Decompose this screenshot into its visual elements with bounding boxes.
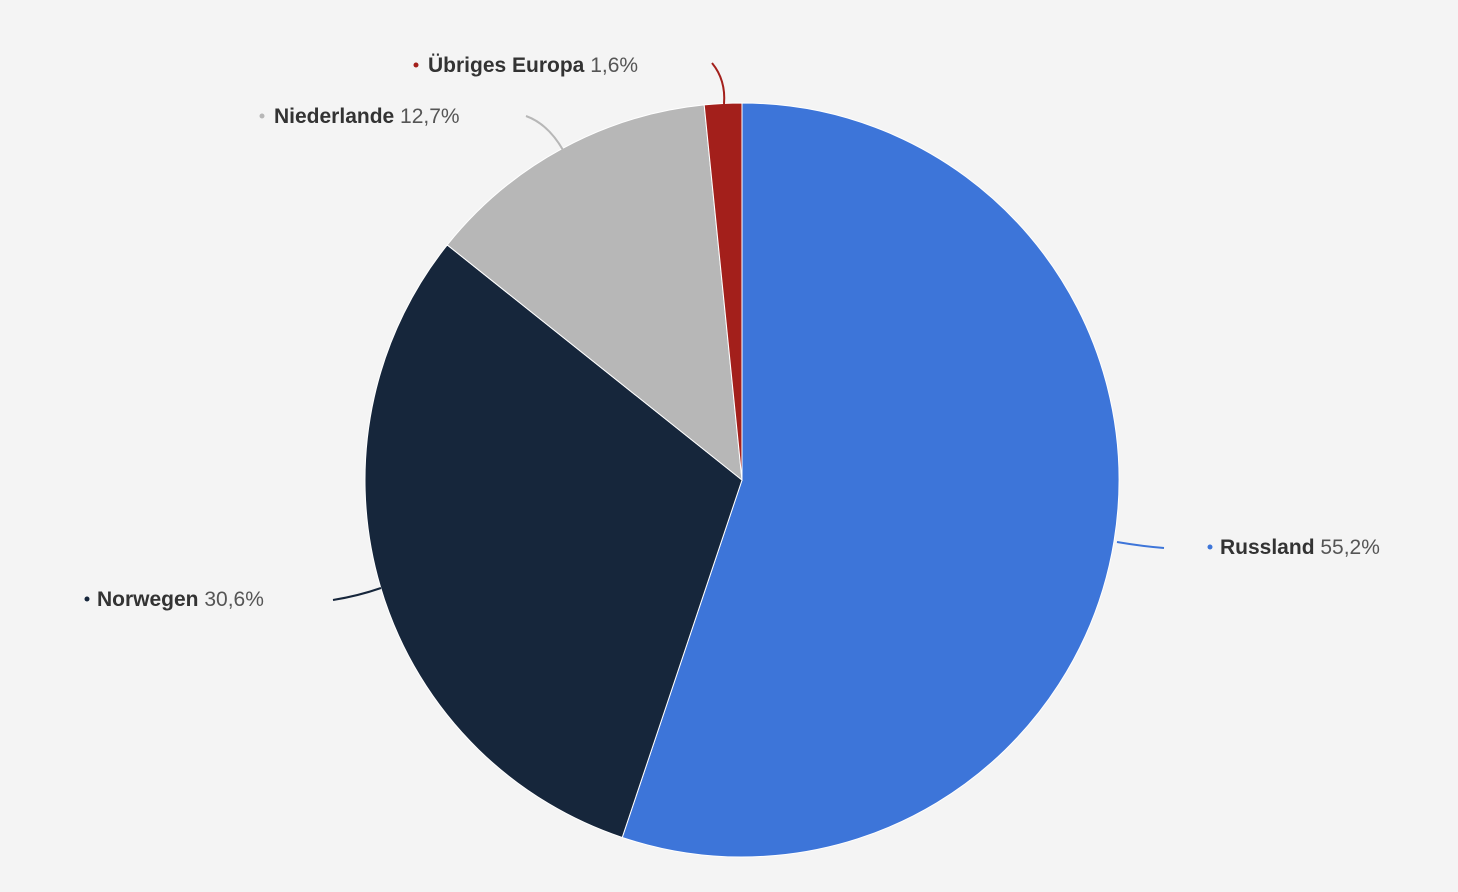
label-marker-russland: [1207, 544, 1213, 550]
pie-slice-russland[interactable]: [621, 102, 1120, 858]
connector-uebriges-europa: [711, 62, 726, 105]
data-label-name: Übriges Europa: [428, 54, 590, 77]
label-marker-uebriges-europa: [413, 62, 419, 68]
connector-niederlande: [525, 115, 564, 151]
data-label-niederlande: Niederlande 12,7%: [274, 105, 460, 128]
label-connectors: [332, 62, 1165, 601]
data-label-value: 1,6%: [590, 54, 638, 77]
label-marker-niederlande: [259, 113, 265, 119]
slice-labels: Russland 55,2% Norwegen 30,6% Niederlande …: [84, 54, 1380, 611]
data-label-uebriges-europa: Übriges Europa 1,6%: [428, 54, 638, 77]
pie-slices: [364, 102, 1120, 858]
pie-slice-norwegen[interactable]: [364, 244, 743, 839]
data-label-value: 12,7%: [400, 105, 460, 128]
data-label-norwegen: Norwegen 30,6%: [97, 588, 264, 611]
connector-norwegen: [332, 587, 382, 601]
connector-russland: [1116, 541, 1165, 549]
data-label-name: Niederlande: [274, 105, 400, 128]
data-label-value: 55,2%: [1320, 536, 1380, 559]
data-label-name: Russland: [1220, 536, 1320, 559]
label-marker-norwegen: [84, 596, 90, 602]
data-label-russland: Russland 55,2%: [1220, 536, 1380, 559]
data-label-value: 30,6%: [204, 588, 264, 611]
data-label-name: Norwegen: [97, 588, 204, 611]
